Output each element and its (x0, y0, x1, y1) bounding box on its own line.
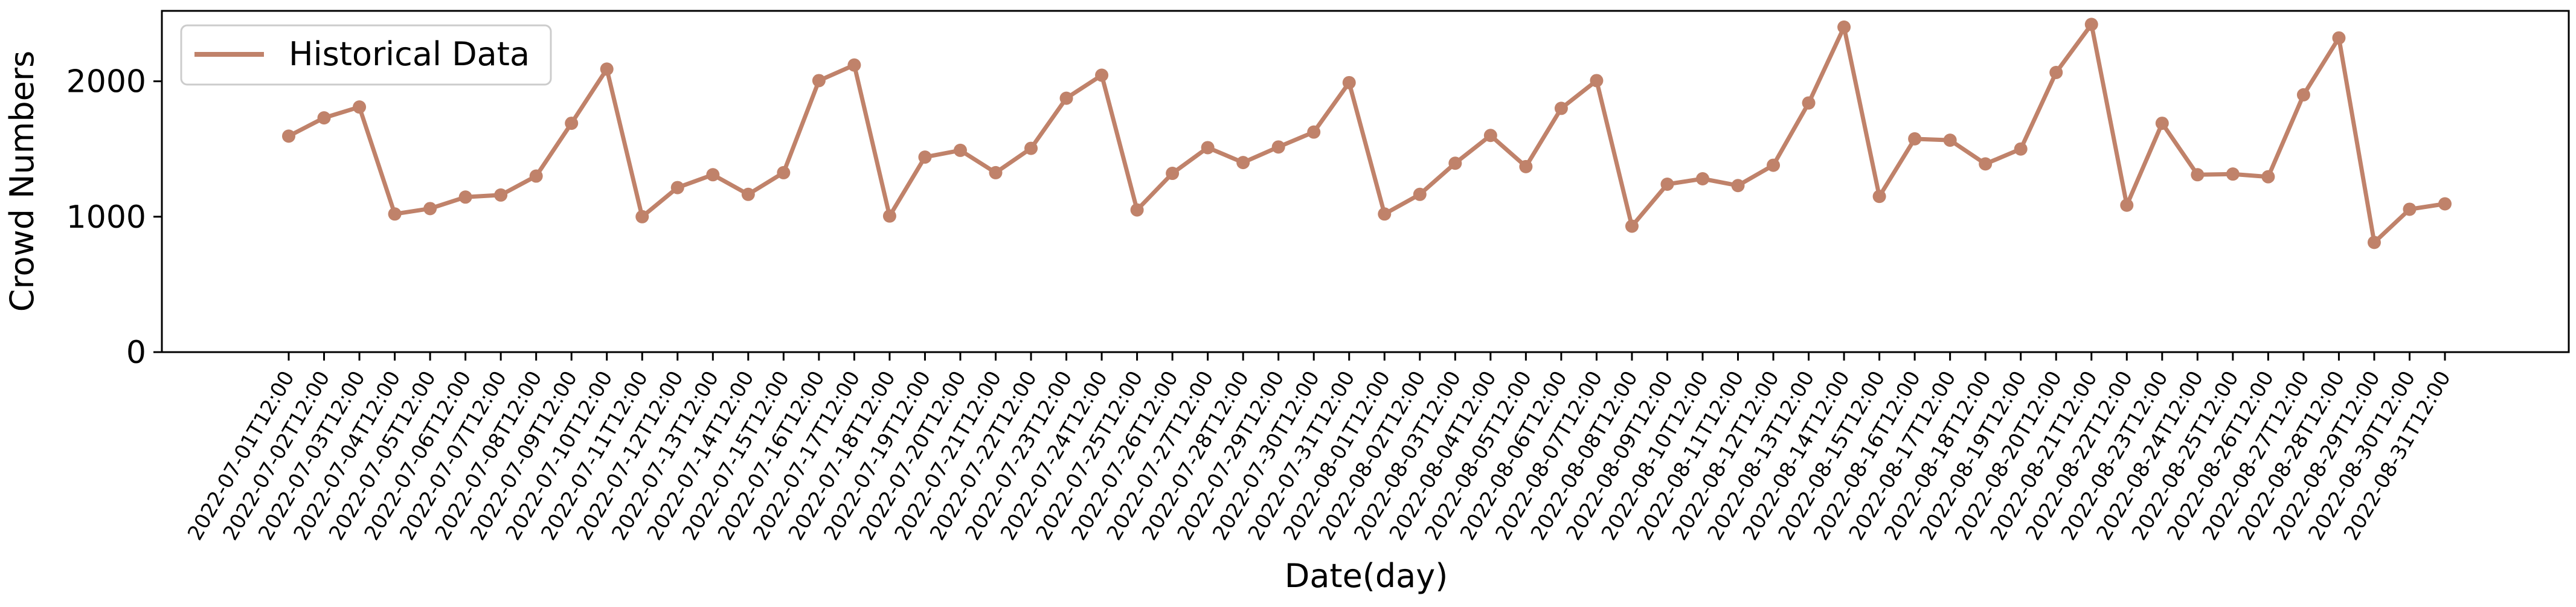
data-point (953, 143, 967, 157)
data-point (2226, 167, 2240, 181)
data-point (600, 62, 614, 76)
data-point (1695, 172, 1709, 186)
data-point (1166, 167, 1180, 181)
data-point (1979, 157, 1993, 171)
data-point (1236, 156, 1250, 170)
data-point (1201, 141, 1215, 155)
data-point (2261, 170, 2275, 184)
x-axis-ticks: 2022-07-01T12:002022-07-02T12:002022-07-… (183, 352, 2456, 544)
data-point (777, 165, 791, 179)
data-point (1802, 96, 1816, 110)
legend-label-historical-data: Historical Data (289, 35, 530, 73)
legend-box (180, 24, 552, 86)
data-point (1448, 156, 1462, 170)
data-point (2084, 18, 2098, 31)
y-tick-label: 2000 (66, 64, 146, 100)
data-point (1059, 91, 1073, 105)
data-point (1483, 129, 1497, 143)
data-point (1095, 68, 1109, 82)
data-point (847, 58, 861, 72)
data-point (2332, 31, 2346, 45)
y-axis-title: Crowd Numbers (3, 51, 41, 312)
data-point (1554, 101, 1568, 115)
data-point (1837, 20, 1851, 34)
data-point (1024, 141, 1038, 155)
data-point (1130, 203, 1144, 217)
data-point (565, 117, 579, 130)
data-point (989, 165, 1003, 179)
data-point (317, 111, 331, 125)
data-point (635, 210, 649, 223)
data-point (2155, 117, 2169, 130)
data-point (423, 202, 437, 216)
data-point (882, 209, 896, 223)
data-point (1872, 190, 1886, 204)
data-point (2120, 198, 2134, 212)
data-point (353, 100, 367, 114)
y-axis-ticks: 0 1000 2000 (66, 64, 162, 371)
data-point (1271, 140, 1285, 154)
data-point (2049, 66, 2063, 80)
data-point (1943, 133, 1957, 147)
y-tick-label: 1000 (66, 199, 146, 236)
data-point (1342, 75, 1356, 89)
data-point (1731, 179, 1745, 193)
data-point (812, 74, 826, 88)
x-axis-title: Date(day) (1285, 557, 1448, 595)
data-point (2367, 236, 2381, 249)
data-point (1767, 158, 1781, 172)
data-point (1660, 177, 1674, 191)
data-point (1590, 74, 1604, 88)
data-point (1625, 219, 1639, 233)
data-point (282, 129, 295, 143)
data-point (2014, 142, 2028, 156)
plot-area-frame (161, 10, 2570, 353)
data-point (706, 168, 720, 182)
data-point (1908, 132, 1922, 146)
data-point (2403, 202, 2417, 216)
data-point (388, 207, 402, 221)
legend: Historical Data (180, 24, 552, 86)
data-point (458, 190, 472, 204)
series-line-historical-data (286, 22, 2447, 245)
data-point (494, 188, 508, 202)
data-point (2438, 197, 2452, 211)
data-point (2296, 88, 2310, 102)
y-tick-label: 0 (126, 335, 146, 371)
data-point (670, 181, 684, 194)
data-point (1413, 187, 1427, 201)
series-layer (282, 18, 2452, 249)
data-point (529, 169, 543, 183)
data-point (1378, 207, 1392, 221)
data-point (918, 150, 932, 164)
data-point (741, 187, 755, 201)
data-point (2191, 168, 2205, 182)
data-point (1307, 125, 1321, 139)
data-point (1519, 159, 1533, 173)
